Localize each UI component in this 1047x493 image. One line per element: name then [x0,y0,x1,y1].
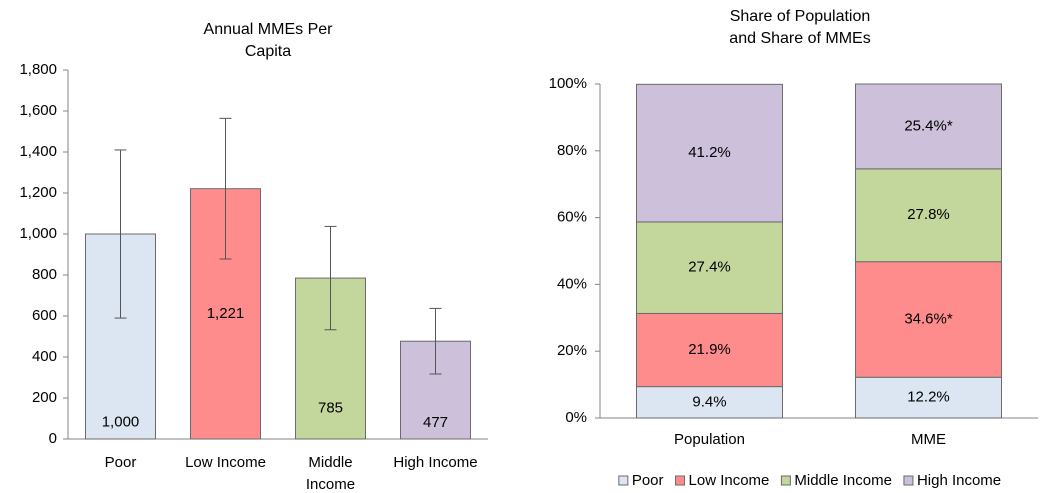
y-tick-label: 1,400 [19,143,57,160]
data-label: 477 [423,414,448,431]
y-tick-label: 400 [32,348,57,365]
y-tick-label: 1,000 [19,225,57,242]
data-label: 25.4%* [904,117,953,134]
y-tick-label: 0% [565,409,587,426]
y-tick-label: 40% [557,275,587,292]
y-tick-label: 1,600 [19,102,57,119]
y-tick-label: 20% [557,342,587,359]
bar-segment [855,376,1002,419]
x-tick-label: Low Income [185,454,266,471]
bar-segment [636,221,783,314]
legend-swatch [618,475,629,486]
bar-segment [855,261,1002,378]
bar-segment [636,312,783,388]
y-tick-label: 80% [557,142,587,159]
y-tick-label: 60% [557,209,587,226]
bar-segment [855,168,1002,263]
bar-segment [855,83,1002,170]
legend-label: High Income [917,472,1001,489]
legend-label: Low Income [689,472,770,489]
y-tick-label: 0 [49,430,57,447]
data-label: 1,221 [207,305,245,322]
data-label: 27.8% [907,206,950,223]
bar-segment [636,386,783,419]
chart-title: Share of Population and Share of MMEs [729,8,870,47]
y-tick-label: 100% [549,75,587,92]
x-tick-label: Poor [105,454,137,471]
x-tick-label: High Income [393,454,477,471]
data-label: 1,000 [102,413,140,430]
data-label: 27.4% [688,259,731,276]
y-tick-label: 800 [32,266,57,283]
legend-label: Poor [632,472,664,489]
data-label: 41.2% [688,144,731,161]
y-tick-label: 1,800 [19,61,57,78]
y-tick-label: 1,200 [19,184,57,201]
data-label: 21.9% [688,341,731,358]
y-tick-label: 200 [32,389,57,406]
legend-swatch [903,475,914,486]
x-tick-label: Middle Income [306,454,355,493]
chart-title: Annual MMEs Per Capita [204,21,334,60]
y-tick-label: 600 [32,307,57,324]
bar-segment [636,83,783,223]
data-label: 9.4% [692,393,726,410]
legend-swatch [675,475,686,486]
data-label: 34.6%* [904,310,953,327]
legend-swatch [780,475,791,486]
x-tick-label: Population [674,431,745,448]
legend-label: Middle Income [794,472,892,489]
x-tick-label: MME [911,431,946,448]
data-label: 785 [318,400,343,417]
data-label: 12.2% [907,389,950,406]
